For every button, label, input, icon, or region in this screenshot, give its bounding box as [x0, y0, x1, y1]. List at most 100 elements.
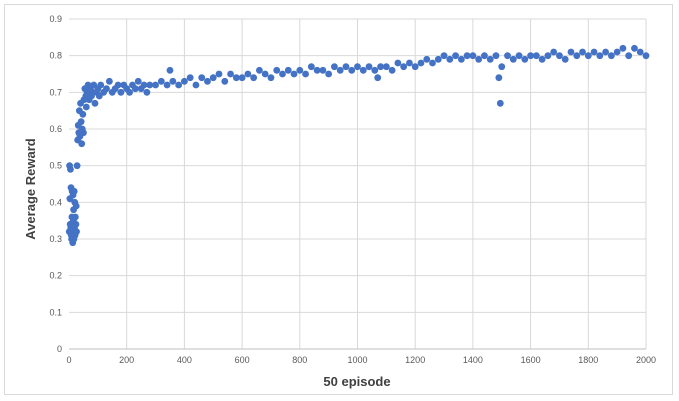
data-point [67, 165, 74, 173]
data-point [423, 55, 431, 63]
data-point [417, 59, 425, 67]
data-point [103, 85, 110, 93]
x-tick-labels: 0 200 400 600 800 1000 1200 1400 1600 1800 2000 [66, 355, 656, 365]
data-point [475, 55, 483, 63]
data-point [613, 48, 621, 56]
data-point [71, 213, 79, 221]
data-point [625, 52, 633, 60]
data-point [166, 66, 174, 74]
data-point [573, 52, 581, 60]
data-point [215, 70, 223, 78]
data-point [504, 52, 511, 60]
data-point [77, 118, 85, 126]
data-point [261, 70, 269, 78]
data-point [400, 63, 408, 71]
data-point [82, 103, 90, 111]
data-point [342, 63, 350, 71]
data-point [78, 140, 86, 148]
data-point [371, 66, 379, 74]
scatter-chart: 0 200 400 600 800 1000 1200 1400 1600 1800 2000 00… [23, 14, 656, 389]
data-point [290, 70, 298, 78]
data-point [509, 55, 517, 63]
data-point [496, 99, 504, 107]
data-point [198, 74, 206, 82]
data-point [284, 66, 292, 74]
data-point [365, 63, 373, 71]
data-point [256, 66, 263, 74]
data-point [313, 66, 321, 74]
data-point [515, 52, 523, 60]
data-point [97, 81, 105, 89]
x-tick-label: 800 [292, 355, 307, 365]
data-point [550, 48, 558, 56]
data-point [126, 88, 133, 96]
x-axis-title: 50 episode [323, 374, 390, 389]
x-tick-label: 200 [119, 355, 134, 365]
data-point [527, 52, 534, 60]
data-point [481, 52, 488, 60]
data-point [521, 55, 529, 63]
data-point [209, 74, 217, 82]
data-point [238, 74, 246, 82]
data-point [152, 81, 159, 89]
x-tick-label: 600 [235, 355, 250, 365]
data-point [79, 110, 87, 118]
data-point [406, 59, 413, 67]
y-axis-title: Average Reward [23, 138, 38, 239]
data-point [336, 66, 344, 74]
x-tick-label: 1000 [347, 355, 367, 365]
data-point [70, 187, 78, 195]
data-point [607, 52, 615, 60]
data-point [354, 63, 361, 71]
data-point [567, 48, 575, 56]
y-tick-label: 0 [57, 344, 62, 354]
data-point [244, 70, 252, 78]
data-point [72, 202, 80, 210]
data-point [452, 52, 459, 60]
x-tick-label: 400 [177, 355, 192, 365]
x-tick-label: 1800 [578, 355, 598, 365]
data-point [463, 52, 471, 60]
data-point [117, 88, 125, 96]
data-point [348, 66, 356, 74]
data-points [65, 44, 650, 247]
data-point [631, 44, 638, 52]
data-point [105, 77, 113, 85]
data-point [492, 52, 500, 60]
x-tick-label: 2000 [636, 355, 656, 365]
data-point [91, 99, 99, 107]
data-point [457, 55, 465, 63]
data-point [232, 74, 240, 82]
y-tick-label: 0.7 [49, 87, 62, 97]
data-point [143, 88, 151, 96]
data-point [169, 77, 177, 85]
data-point [146, 81, 154, 89]
data-point [114, 81, 122, 89]
data-point [163, 81, 171, 89]
x-tick-label: 0 [66, 355, 71, 365]
data-point [319, 66, 327, 74]
data-point [134, 77, 142, 85]
data-point [181, 77, 188, 85]
gridlines [69, 18, 647, 349]
data-point [267, 74, 275, 82]
data-point [296, 66, 304, 74]
data-point [175, 81, 183, 89]
data-point [374, 74, 382, 82]
data-point [561, 55, 569, 63]
data-point [273, 66, 281, 74]
data-point [382, 63, 390, 71]
data-point [440, 52, 448, 60]
data-point [325, 70, 333, 78]
data-point [486, 55, 494, 63]
data-point [250, 74, 258, 82]
data-point [544, 52, 552, 60]
data-point [331, 63, 338, 71]
data-point [642, 52, 650, 60]
data-point [73, 162, 81, 170]
data-point [73, 228, 80, 236]
data-point [469, 52, 477, 60]
data-point [434, 55, 442, 63]
data-point [579, 48, 586, 56]
